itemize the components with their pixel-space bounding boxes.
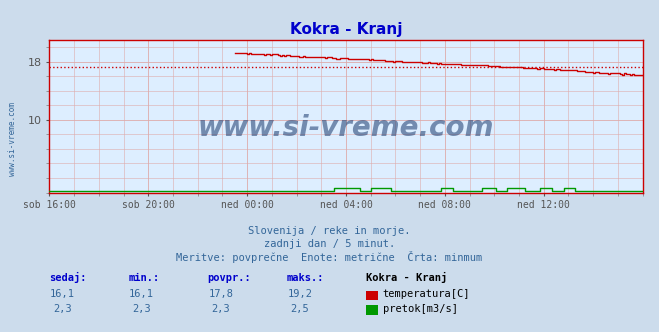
Text: sedaj:: sedaj: bbox=[49, 272, 87, 283]
Text: 16,1: 16,1 bbox=[50, 289, 75, 299]
Text: min.:: min.: bbox=[129, 273, 159, 283]
Text: 19,2: 19,2 bbox=[287, 289, 312, 299]
Text: Kokra - Kranj: Kokra - Kranj bbox=[366, 272, 447, 283]
Text: 2,5: 2,5 bbox=[291, 304, 309, 314]
Title: Kokra - Kranj: Kokra - Kranj bbox=[290, 22, 402, 37]
Text: 17,8: 17,8 bbox=[208, 289, 233, 299]
Text: www.si-vreme.com: www.si-vreme.com bbox=[8, 103, 17, 176]
Text: Slovenija / reke in morje.: Slovenija / reke in morje. bbox=[248, 226, 411, 236]
Text: povpr.:: povpr.: bbox=[208, 273, 251, 283]
Text: www.si-vreme.com: www.si-vreme.com bbox=[198, 115, 494, 142]
Text: 16,1: 16,1 bbox=[129, 289, 154, 299]
Text: 2,3: 2,3 bbox=[212, 304, 230, 314]
Text: 2,3: 2,3 bbox=[53, 304, 72, 314]
Text: Meritve: povprečne  Enote: metrične  Črta: minmum: Meritve: povprečne Enote: metrične Črta:… bbox=[177, 251, 482, 263]
Text: temperatura[C]: temperatura[C] bbox=[383, 289, 471, 299]
Text: 2,3: 2,3 bbox=[132, 304, 151, 314]
Text: zadnji dan / 5 minut.: zadnji dan / 5 minut. bbox=[264, 239, 395, 249]
Text: maks.:: maks.: bbox=[287, 273, 324, 283]
Text: pretok[m3/s]: pretok[m3/s] bbox=[383, 304, 458, 314]
